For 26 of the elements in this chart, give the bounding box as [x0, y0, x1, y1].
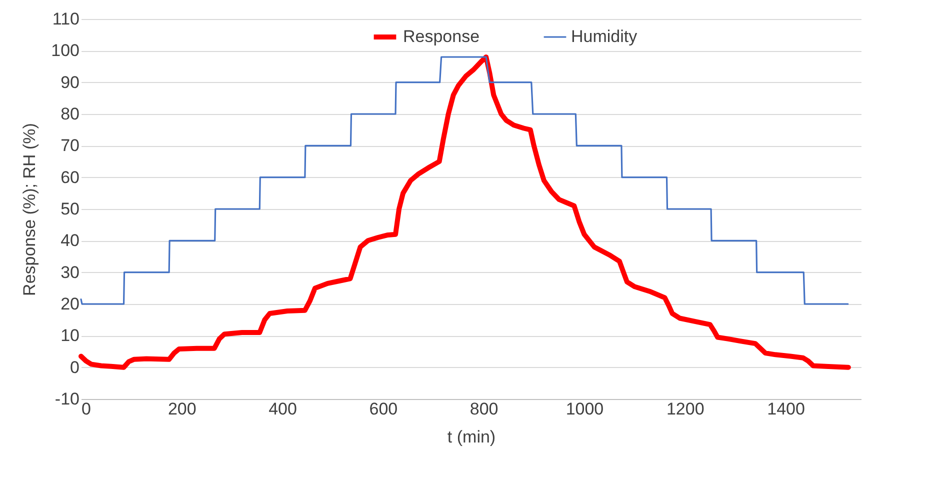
y-tick-label: 90 [60, 72, 80, 92]
x-tick-label: 600 [369, 400, 398, 418]
x-tick-label: 400 [268, 400, 297, 418]
x-tick-label: 1200 [666, 400, 704, 418]
y-tick-label: 60 [60, 168, 80, 187]
y-tick-label: 110 [52, 10, 80, 28]
y-tick-label: 20 [60, 294, 80, 314]
y-tick-label: 50 [60, 200, 80, 218]
y-tick-label: 10 [60, 326, 80, 346]
y-tick-label: 80 [60, 104, 80, 124]
y-axis-title: Response (%); RH (%) [20, 123, 40, 296]
y-tick-label: 100 [51, 41, 80, 60]
x-tick-label: 200 [168, 400, 196, 418]
y-tick-label: 40 [60, 231, 80, 250]
y-tick-label: 70 [60, 136, 80, 156]
legend-label: Humidity [571, 27, 638, 46]
line-series [80, 56, 849, 305]
x-tick-label: 0 [82, 400, 91, 418]
x-axis-title: t (min) [447, 428, 496, 446]
legend-label: Response [403, 27, 480, 46]
y-tick-label: -10 [54, 390, 80, 408]
x-tick-label: 1400 [767, 400, 805, 418]
y-tick-label: 30 [60, 262, 80, 282]
x-tick-label: 800 [470, 400, 498, 418]
y-tick-label: 0 [70, 358, 80, 377]
x-tick-label: 1000 [566, 400, 604, 418]
